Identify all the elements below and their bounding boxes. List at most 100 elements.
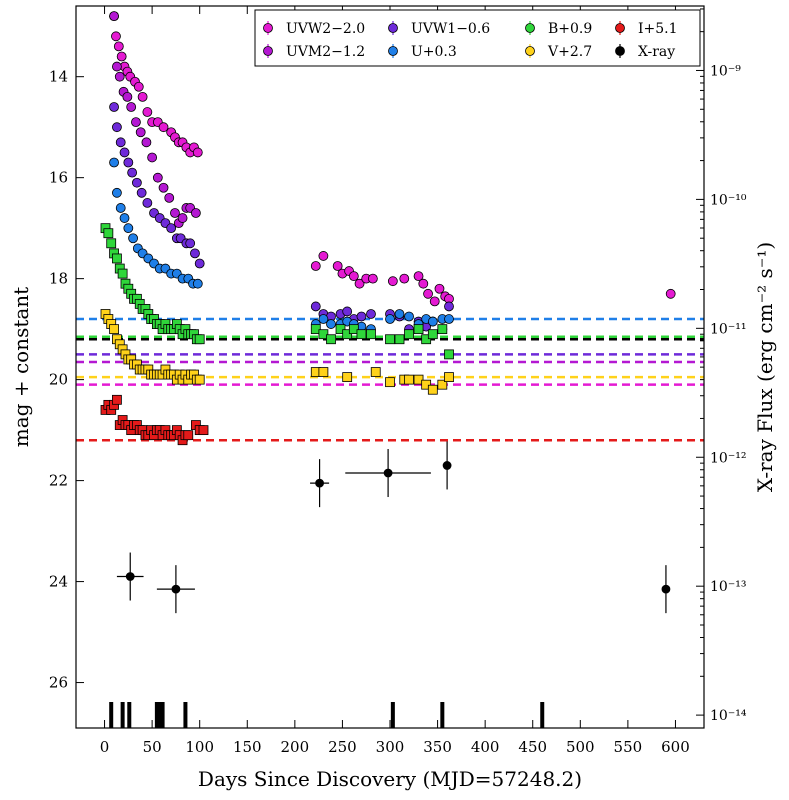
data-point [356,311,367,322]
data-point [366,329,376,340]
y2-tick-label: 10⁻¹³ [710,579,746,595]
data-point [123,157,134,168]
data-point [198,425,209,436]
data-point [413,271,424,282]
data-point [335,324,346,335]
data-point [661,584,671,594]
x-tick-label: 450 [518,738,547,756]
y-axis-label: mag + constant [9,287,33,447]
data-point [128,233,138,244]
data-point [119,213,130,223]
data-point [115,203,126,213]
y2-tick-label: 10⁻¹² [710,450,746,466]
data-point [122,91,133,102]
x-tick-label: 600 [661,738,690,756]
data-point [444,349,454,360]
legend-label: B+0.9 [548,21,592,37]
data-point [370,367,381,377]
epoch-bar [154,702,159,728]
data-point [109,11,119,21]
legend-marker [525,46,535,56]
data-point [429,296,440,307]
data-point [348,271,359,282]
legend-label: V+2.7 [547,44,592,60]
data-point [114,71,125,82]
y-tick-label: 26 [49,674,68,692]
data-point [142,107,153,117]
data-point [437,379,448,390]
data-point [421,379,432,390]
data-point [342,329,353,340]
y-tick-label: 16 [49,169,68,187]
x-tick-label: 0 [100,738,110,756]
legend-box [254,9,701,67]
epoch-bar [120,702,125,728]
data-point [404,311,414,322]
data-point [413,324,424,335]
epoch-bar [183,702,188,728]
data-point [158,122,169,133]
data-point [171,584,181,594]
data-point [111,31,121,42]
x-tick-label: 300 [376,738,405,756]
data-point [190,208,201,218]
data-point [354,278,365,289]
data-point [310,261,321,271]
data-point [385,377,395,388]
data-point [427,316,438,327]
legend-marker [388,23,398,33]
data-point [326,334,336,345]
x-tick-label: 400 [471,738,500,756]
data-point [421,334,432,345]
epoch-bar [127,702,132,728]
data-point [185,238,196,249]
data-point [127,167,138,178]
epoch-bar [157,702,162,728]
data-point [113,41,124,52]
data-point [190,248,200,259]
x-tick-label: 350 [423,738,452,756]
data-point [310,324,321,335]
data-point [385,334,395,345]
legend-label: UVW2−2.0 [286,21,365,37]
data-point [444,372,454,382]
data-point [158,182,169,193]
data-point [192,278,203,289]
data-point [147,152,158,163]
y2-axis-label: X-ray Flux (erg cm⁻² s⁻¹) [753,242,777,492]
legend-label: U+0.3 [411,44,457,60]
x-tick-label: 500 [566,738,595,756]
data-point [117,268,128,279]
data-point [665,288,676,299]
legend: UVW2−2.0 UVM2−1.2 UVW1−0.6 U+0.3 B+0.9 V+2.7 I… [254,9,701,67]
data-point [131,177,142,188]
data-point [342,306,353,317]
data-point [413,374,424,385]
x-tick-label: 100 [185,738,214,756]
data-point [112,187,122,198]
data-point [342,372,353,382]
x-tick-label: 150 [233,738,262,756]
y2-tick-label: 10⁻¹⁴ [710,708,747,724]
epoch-bar [109,702,114,728]
data-point [109,324,119,335]
data-point [332,261,343,271]
x-tick-label: 50 [143,738,162,756]
data-point [115,137,126,148]
data-point [126,102,137,112]
data-point [437,324,448,335]
data-point [394,309,405,319]
data-point [434,283,445,294]
data-point [387,276,398,287]
y2-tick-label: 10⁻⁹ [710,63,741,79]
data-point [367,273,378,284]
data-point [356,329,367,340]
data-point [404,329,414,340]
data-point [106,238,117,249]
data-point [442,461,452,470]
data-point [192,147,203,158]
data-point [444,301,454,312]
data-point [423,288,433,299]
y-tick-label: 24 [49,573,68,591]
data-point [444,314,454,324]
